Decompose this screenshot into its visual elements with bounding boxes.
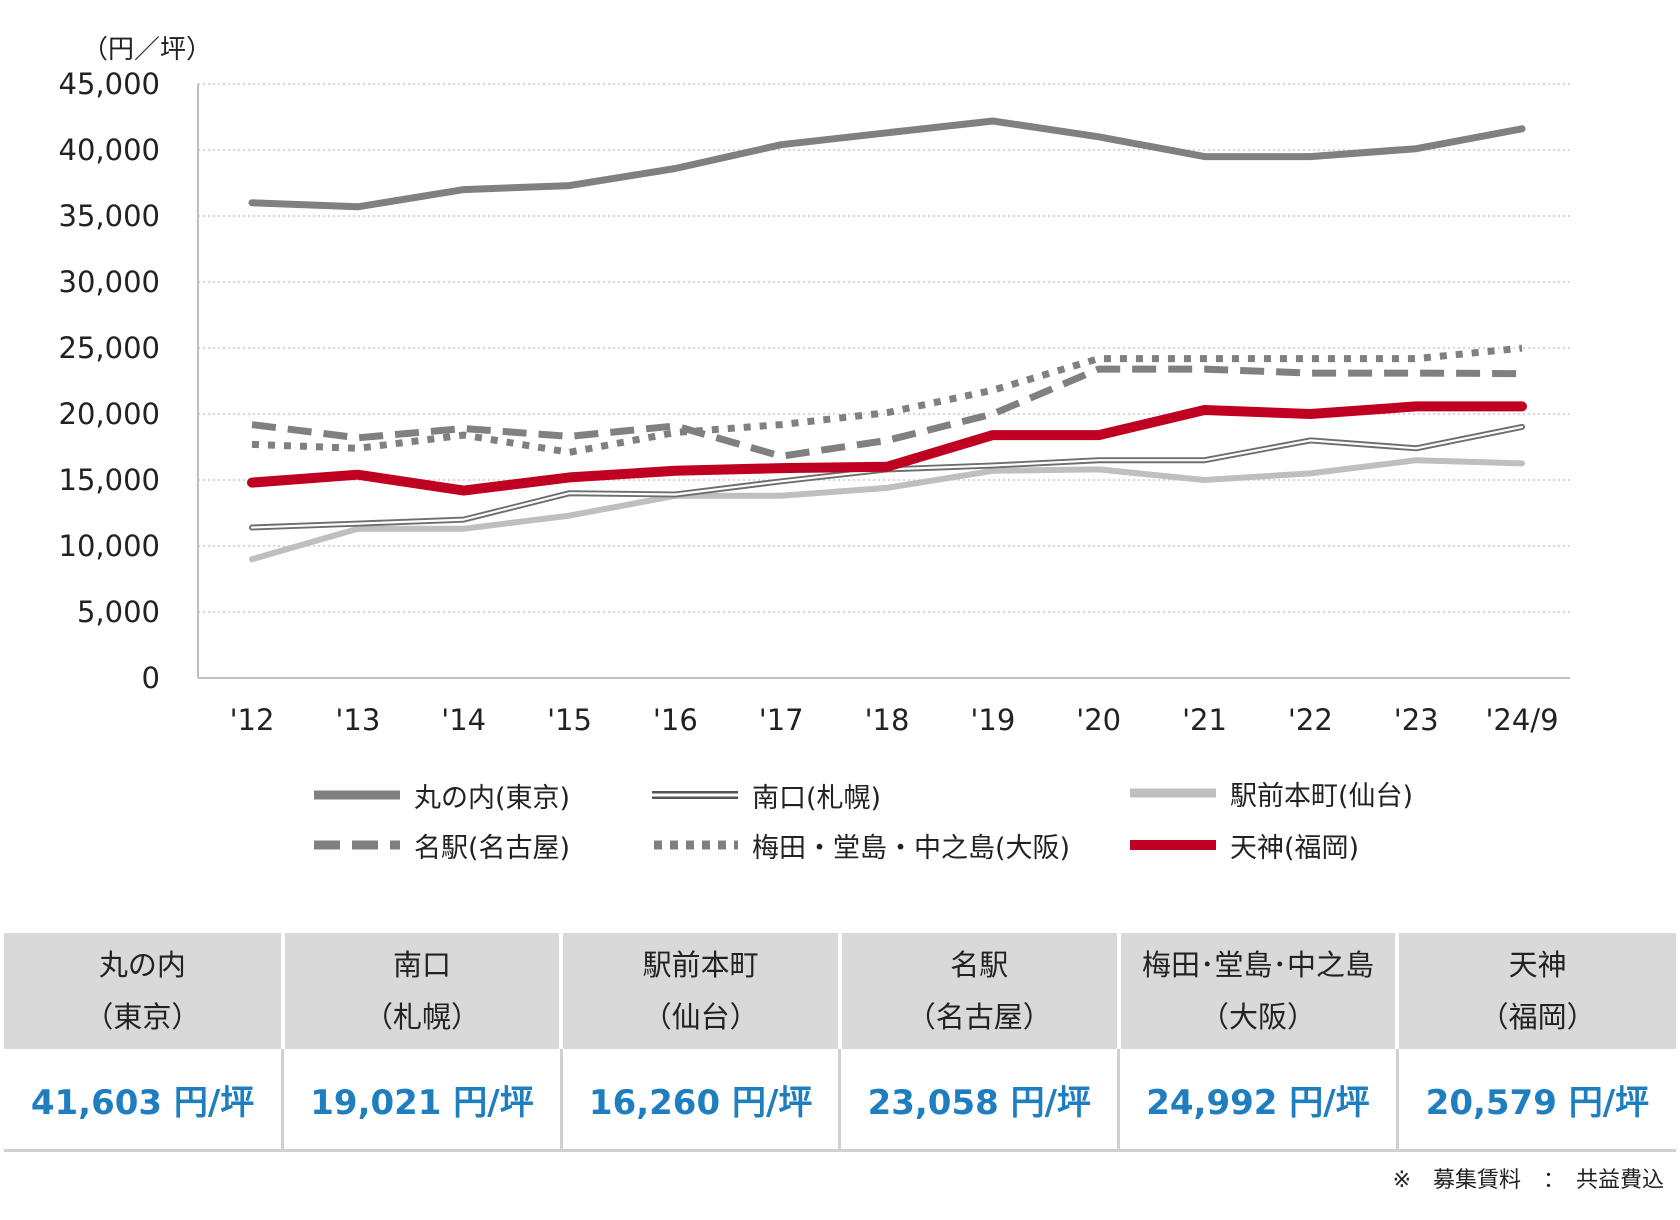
x-tick-label: '12 [230, 703, 275, 737]
table-header-cell: 名駅 （名古屋） [839, 933, 1121, 1049]
x-tick-label: '23 [1394, 703, 1439, 737]
x-tick-label: '17 [759, 703, 804, 737]
x-tick-label: '15 [547, 703, 592, 737]
header-area-name: 天神 [1508, 948, 1567, 982]
legend-item-umeda: 梅田・堂島・中之島(大阪) [650, 822, 1070, 868]
line-chart: （円／坪） 0 5,000 10,000 15,000 20,000 25,000 30,0… [59, 35, 1570, 737]
header-area-name: 梅田･堂島･中之島 [1141, 948, 1374, 982]
footnote: ※ 募集賃料 ： 共益費込 [1392, 1168, 1664, 1193]
series-line-1-inner [250, 425, 1524, 529]
series-lines [247, 117, 1527, 563]
legend-swatch-minamiguchi [652, 791, 738, 799]
x-tick-label: '18 [865, 703, 910, 737]
table-value-cell: 16,260 円/坪 [561, 1049, 842, 1152]
legend-label-umeda: 梅田・堂島・中之島(大阪) [752, 832, 1071, 864]
legend-label-tenjin: 天神(福岡) [1230, 832, 1360, 864]
y-tick-label: 10,000 [59, 529, 160, 563]
header-city-name: （札幌） [363, 1000, 480, 1034]
rent-summary-table: 丸の内 （東京） 南口 （札幌） 駅前本町 （仙台） 名駅 （名古屋） 梅田･堂島･中之… [4, 933, 1676, 1152]
legend-swatch-tenjin [1130, 840, 1216, 850]
legend-item-ekimae-honcho: 駅前本町(仙台) [1128, 770, 1413, 816]
table-value-cell: 23,058 円/坪 [839, 1049, 1121, 1152]
legend-swatch-umeda [654, 840, 738, 850]
header-city-name: （仙台） [642, 1000, 759, 1034]
series-line-5 [247, 401, 1527, 496]
table-value-row: 41,603 円/坪 19,021 円/坪 16,260 円/坪 23,058 … [4, 1049, 1676, 1152]
table-header-row: 丸の内 （東京） 南口 （札幌） 駅前本町 （仙台） 名駅 （名古屋） 梅田･堂島･中之… [4, 933, 1676, 1049]
legend-item-marunouchi: 丸の内(東京) [312, 772, 570, 818]
series-line-2 [249, 457, 1525, 563]
header-area-name: 丸の内 [98, 948, 186, 982]
x-tick-label: '20 [1076, 703, 1121, 737]
table-header-cell: 駅前本町 （仙台） [561, 933, 842, 1049]
legend-label-ekimae-honcho: 駅前本町(仙台) [1230, 780, 1414, 812]
table-header-cell: 丸の内 （東京） [4, 933, 285, 1049]
x-tick-label: '24/9 [1485, 703, 1558, 737]
y-tick-label: 35,000 [59, 199, 160, 233]
y-axis-tick-labels: 0 5,000 10,000 15,000 20,000 25,000 30,000 35,0… [59, 67, 160, 695]
legend-item-tenjin: 天神(福岡) [1128, 822, 1359, 868]
table-value-cell: 24,992 円/坪 [1118, 1049, 1399, 1152]
y-tick-label: 5,000 [77, 595, 160, 629]
x-tick-label: '16 [653, 703, 698, 737]
header-city-name: （東京） [84, 1000, 201, 1034]
legend: 丸の内(東京) 南口(札幌) 駅前本町(仙台) 名駅(名古屋) 梅田・堂島・中之… [300, 772, 1480, 882]
table-value-cell: 19,021 円/坪 [282, 1049, 563, 1152]
x-tick-label: '14 [441, 703, 486, 737]
x-axis-tick-labels: '12 '13 '14 '15 '16 '17 '18 '19 '20 '21 '22 '23 '24/… [230, 703, 1559, 737]
y-tick-label: 45,000 [59, 67, 160, 101]
series-line-0 [248, 117, 1526, 211]
legend-label-minamiguchi: 南口(札幌) [752, 782, 882, 814]
legend-swatch-marunouchi [314, 790, 400, 800]
y-tick-label: 30,000 [59, 265, 160, 299]
legend-swatch-meieki [314, 840, 400, 850]
table-value-cell: 20,579 円/坪 [1397, 1049, 1676, 1152]
x-tick-label: '13 [335, 703, 380, 737]
table-header-cell: 梅田･堂島･中之島 （大阪） [1118, 933, 1400, 1049]
x-tick-label: '19 [970, 703, 1015, 737]
y-tick-label: 40,000 [59, 133, 160, 167]
table-header-cell: 天神 （福岡） [1397, 933, 1676, 1049]
y-tick-label: 25,000 [59, 331, 160, 365]
table-value-cell: 41,603 円/坪 [4, 1049, 285, 1152]
series-line-4 [251, 344, 1523, 456]
header-area-name: 駅前本町 [642, 948, 759, 982]
legend-item-meieki: 名駅(名古屋) [312, 822, 570, 868]
gridlines [198, 83, 1570, 613]
x-tick-label: '21 [1182, 703, 1227, 737]
legend-item-minamiguchi: 南口(札幌) [650, 772, 881, 818]
legend-label-meieki: 名駅(名古屋) [414, 832, 571, 864]
header-city-name: （福岡） [1479, 1000, 1596, 1034]
x-tick-label: '22 [1288, 703, 1333, 737]
table-header-cell: 南口 （札幌） [282, 933, 564, 1049]
legend-swatch-ekimae-honcho [1130, 788, 1216, 798]
header-area-name: 名駅 [950, 948, 1009, 982]
header-city-name: （大阪） [1199, 1000, 1316, 1034]
y-tick-label: 20,000 [59, 397, 160, 431]
legend-label-marunouchi: 丸の内(東京) [414, 782, 571, 814]
header-city-name: （名古屋） [906, 1000, 1052, 1034]
y-tick-label: 0 [142, 661, 160, 695]
header-area-name: 南口 [392, 948, 451, 982]
y-tick-label: 15,000 [59, 463, 160, 497]
y-axis-unit-label: （円／坪） [82, 35, 212, 65]
